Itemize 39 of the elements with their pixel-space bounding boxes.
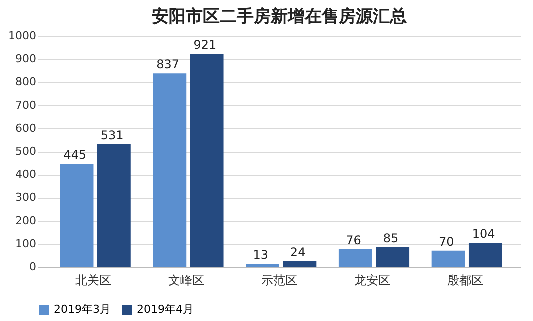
y-tick-label: 800 (16, 76, 36, 89)
bar (376, 247, 410, 267)
y-tick-label: 900 (16, 52, 36, 66)
bar (153, 74, 187, 267)
chart-title: 安阳市区二手房新增在售房源汇总 (152, 7, 407, 27)
data-label: 445 (64, 148, 87, 162)
x-tick-label: 北关区 (76, 274, 112, 288)
x-tick-label: 殷都区 (447, 274, 484, 288)
y-tick-label: 500 (16, 145, 36, 158)
bar (468, 242, 502, 267)
data-label: 837 (156, 58, 180, 72)
bar (190, 54, 224, 267)
y-tick-label: 300 (16, 191, 36, 204)
data-label: 104 (472, 226, 496, 241)
y-tick-label: 400 (16, 168, 36, 182)
legend-label: 2019年4月 (137, 303, 194, 316)
data-label: 70 (439, 234, 454, 249)
legend-label: 2019年3月 (54, 303, 111, 316)
data-label: 24 (290, 245, 306, 260)
bar (246, 264, 280, 267)
data-label: 13 (253, 248, 269, 262)
x-tick-label: 文峰区 (168, 274, 205, 288)
y-tick-label: 1000 (8, 30, 36, 42)
bar (97, 144, 131, 267)
y-tick-label: 0 (30, 260, 36, 274)
y-tick-label: 600 (16, 122, 36, 135)
y-tick-label: 700 (16, 98, 36, 112)
data-label: 531 (100, 128, 124, 142)
bar (283, 261, 317, 267)
bar (338, 249, 372, 267)
x-tick-label: 龙安区 (354, 274, 390, 288)
data-label: 85 (383, 231, 399, 246)
data-label: 76 (346, 233, 362, 248)
y-tick-label: 100 (16, 237, 36, 250)
bar (60, 164, 94, 267)
y-tick-label: 200 (16, 214, 36, 228)
x-tick-label: 示范区 (262, 274, 298, 288)
bar (432, 250, 466, 267)
data-label: 921 (194, 38, 217, 52)
